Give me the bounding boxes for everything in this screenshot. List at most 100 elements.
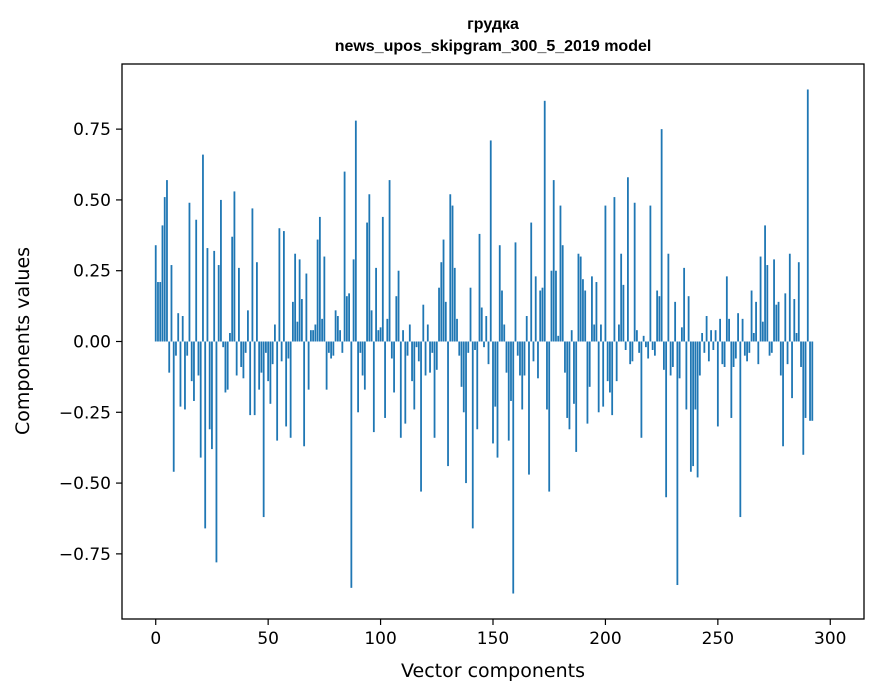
bar-139: [467, 341, 470, 353]
bar-110: [402, 330, 404, 342]
bar-274: [770, 341, 773, 353]
bar-65: [300, 299, 303, 342]
bar-280: [784, 293, 787, 342]
y-tick-label: 0.25: [73, 262, 111, 282]
bar-104: [388, 180, 391, 342]
bar-106: [393, 341, 395, 393]
bar-46: [258, 341, 261, 390]
bar-268: [757, 341, 760, 365]
bar-64: [298, 259, 301, 342]
bar-200: [604, 205, 607, 342]
bar-228: [667, 253, 670, 342]
bar-186: [573, 341, 575, 404]
bar-68: [307, 341, 310, 390]
bar-31: [224, 341, 227, 393]
bar-70: [312, 330, 315, 342]
bar-20: [199, 341, 202, 458]
bar-277: [777, 301, 780, 342]
bar-15: [188, 202, 191, 342]
bar-251: [719, 318, 721, 342]
bar-278: [779, 341, 782, 376]
bar-238: [689, 341, 692, 472]
bar-95: [368, 194, 371, 342]
bar-4: [163, 197, 166, 342]
bar-225: [660, 129, 663, 342]
bar-82: [339, 330, 341, 342]
bar-173: [543, 100, 546, 342]
bar-118: [420, 341, 422, 492]
x-tick-label: 200: [589, 629, 621, 649]
y-tick-label: 0.75: [73, 120, 111, 140]
bar-80: [334, 310, 337, 342]
x-tick-label: 250: [702, 629, 734, 649]
bar-17: [193, 341, 195, 401]
bar-167: [530, 222, 533, 342]
bar-187: [575, 341, 578, 452]
bar-252: [721, 341, 724, 365]
bar-1: [157, 282, 159, 342]
y-tick-label: −0.75: [59, 545, 111, 565]
bar-71: [314, 324, 317, 342]
bar-191: [584, 290, 587, 342]
bar-275: [773, 259, 775, 342]
bar-207: [620, 253, 623, 342]
bar-260: [739, 341, 742, 518]
bar-86: [348, 293, 350, 342]
bar-168: [532, 341, 535, 362]
bar-183: [566, 341, 569, 418]
bar-0: [154, 245, 157, 342]
bar-7: [170, 265, 173, 342]
bar-30: [222, 341, 225, 348]
bar-114: [411, 341, 413, 382]
bar-143: [476, 341, 479, 430]
bar-151: [494, 341, 497, 407]
bar-226: [662, 341, 665, 370]
bar-97: [372, 341, 375, 433]
bar-38: [240, 341, 243, 367]
bar-199: [602, 341, 605, 407]
bar-128: [442, 239, 445, 342]
bar-91: [359, 341, 362, 353]
bar-282: [788, 253, 791, 342]
bar-83: [341, 341, 344, 353]
bar-254: [725, 276, 728, 342]
bar-45: [256, 262, 258, 342]
bar-23: [206, 248, 209, 342]
bar-286: [797, 262, 800, 342]
bar-219: [647, 341, 650, 359]
bar-133: [453, 267, 456, 342]
bar-79: [332, 341, 335, 356]
bar-236: [685, 341, 688, 410]
bar-279: [782, 341, 784, 447]
bar-221: [651, 341, 654, 350]
bar-59: [287, 341, 290, 359]
bar-184: [568, 341, 571, 430]
bar-288: [802, 341, 805, 455]
bar-132: [451, 205, 454, 342]
bar-101: [381, 216, 384, 342]
bar-90: [357, 341, 359, 413]
bar-107: [395, 296, 398, 342]
bar-76: [325, 341, 328, 390]
bar-208: [622, 284, 625, 342]
y-tick-label: 0.50: [73, 191, 111, 211]
bar-276: [775, 304, 778, 342]
bar-108: [397, 270, 400, 342]
bar-117: [417, 341, 420, 362]
bar-48: [262, 341, 265, 518]
bar-257: [732, 341, 735, 367]
bar-119: [422, 304, 425, 342]
bar-229: [669, 341, 672, 376]
bar-29: [220, 199, 222, 342]
bar-178: [555, 270, 557, 342]
bar-144: [478, 233, 481, 342]
bar-134: [456, 318, 458, 342]
bar-233: [678, 341, 681, 379]
bar-52: [271, 341, 274, 365]
bar-25: [211, 341, 213, 450]
y-axis: −0.75 −0.50 −0.25 0.00 0.25 0.50 0.75: [59, 120, 122, 565]
bar-78: [330, 341, 333, 359]
bar-176: [550, 270, 553, 342]
bar-234: [680, 327, 683, 342]
bar-247: [710, 330, 712, 342]
